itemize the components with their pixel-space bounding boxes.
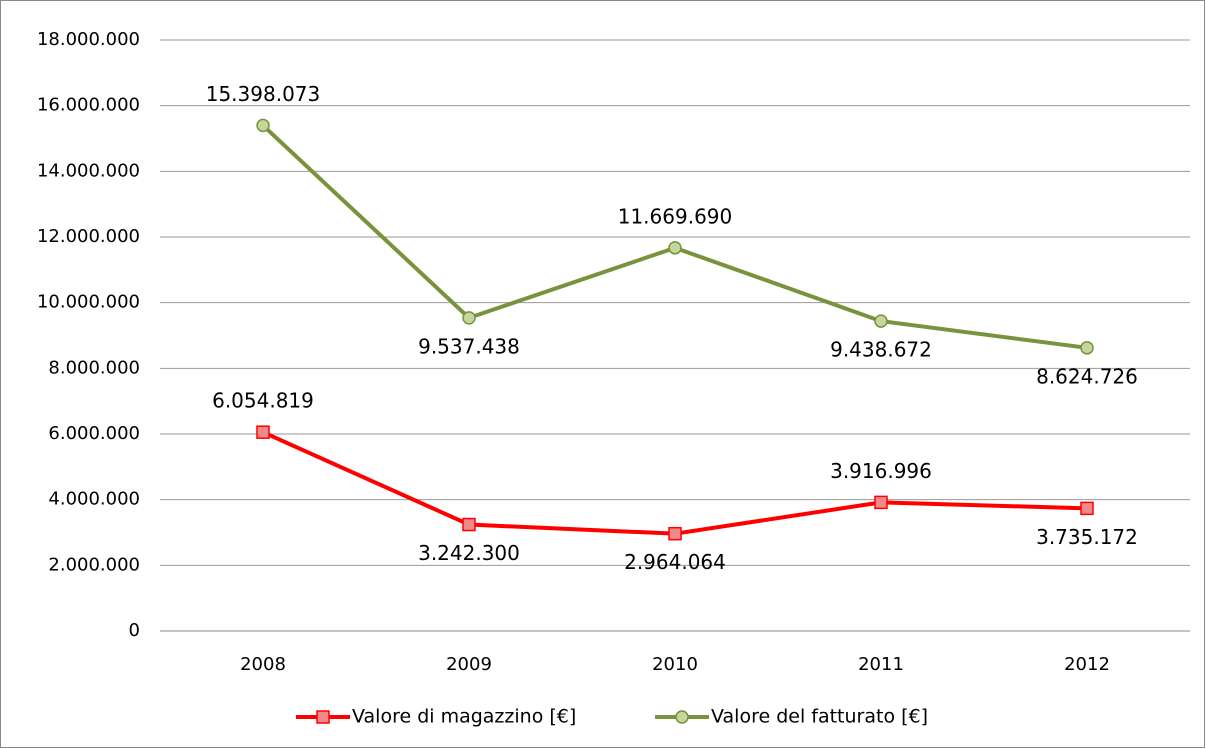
y-tick-label: 0 (129, 620, 140, 641)
x-tick-label: 2008 (240, 654, 286, 675)
data-label: 3.735.172 (1036, 525, 1138, 549)
legend-marker (675, 710, 689, 724)
marker (668, 241, 682, 255)
x-tick-label: 2011 (858, 654, 904, 675)
data-label: 3.916.996 (830, 459, 932, 483)
marker (874, 314, 888, 328)
y-tick-label: 10.000.000 (37, 292, 140, 313)
marker (462, 517, 476, 532)
data-label: 3.242.300 (418, 541, 520, 565)
marker (668, 526, 682, 541)
marker (256, 425, 270, 439)
y-tick-label: 18.000.000 (37, 29, 140, 50)
y-tick-label: 12.000.000 (37, 226, 140, 247)
x-tick-label: 2012 (1064, 654, 1110, 675)
data-label: 9.438.672 (830, 338, 932, 362)
data-label: 15.398.073 (206, 82, 321, 106)
marker (1080, 341, 1094, 355)
y-tick-label: 8.000.000 (48, 357, 140, 378)
legend-label: Valore di magazzino [€] (352, 706, 576, 728)
y-tick-label: 6.000.000 (48, 423, 140, 444)
marker (1080, 501, 1094, 516)
x-tick-label: 2009 (446, 654, 492, 675)
y-tick-label: 4.000.000 (48, 489, 140, 510)
x-tick-label: 2010 (652, 654, 698, 675)
data-label: 6.054.819 (212, 389, 314, 413)
data-label: 2.964.064 (624, 550, 726, 574)
legend-marker (316, 710, 330, 724)
marker (874, 495, 888, 510)
marker (462, 311, 476, 325)
legend-label: Valore del fatturato [€] (711, 706, 928, 728)
data-label: 9.537.438 (418, 334, 520, 358)
y-tick-label: 2.000.000 (48, 554, 140, 575)
marker (256, 118, 270, 133)
data-label: 8.624.726 (1036, 364, 1138, 388)
y-tick-label: 16.000.000 (37, 95, 140, 116)
data-label: 11.669.690 (618, 204, 733, 228)
y-tick-label: 14.000.000 (37, 160, 140, 181)
